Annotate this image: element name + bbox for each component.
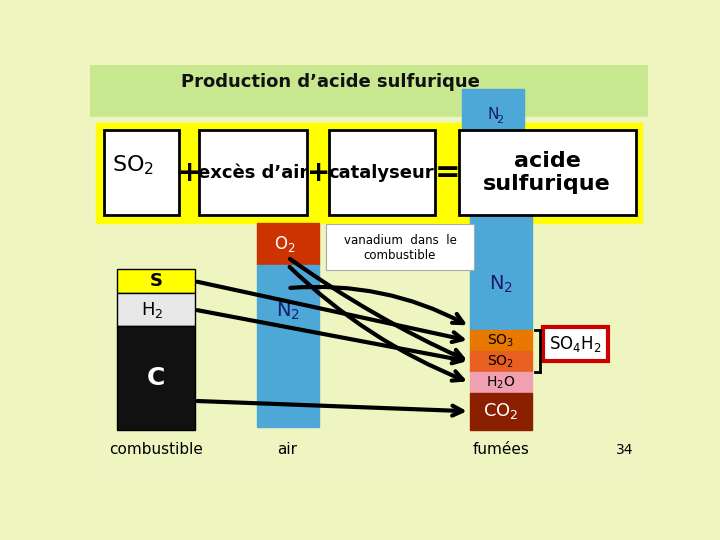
Text: C: C: [147, 366, 165, 390]
Bar: [104, 130, 179, 215]
Text: $\mathrm{N_2}$: $\mathrm{N_2}$: [489, 274, 513, 295]
Text: $\mathrm{H_2}$: $\mathrm{H_2}$: [141, 300, 163, 320]
Text: air: air: [278, 442, 297, 457]
Text: +: +: [307, 159, 330, 187]
Text: $\mathrm{O_2}$: $\mathrm{O_2}$: [274, 234, 295, 254]
Text: catalyseur: catalyseur: [328, 164, 434, 181]
Bar: [543, 327, 608, 361]
Text: Production d’acide sulfurique: Production d’acide sulfurique: [181, 73, 480, 91]
Text: sulfurique: sulfurique: [483, 174, 611, 194]
Bar: [469, 393, 532, 430]
Text: excès d’air: excès d’air: [197, 164, 308, 181]
Bar: [96, 123, 642, 222]
Text: N: N: [487, 107, 499, 123]
Bar: [90, 65, 648, 117]
Text: combustible: combustible: [364, 249, 436, 262]
Bar: [469, 330, 532, 351]
Bar: [117, 269, 194, 294]
Bar: [256, 222, 319, 265]
Text: $\mathrm{SO_2}$: $\mathrm{SO_2}$: [487, 354, 514, 370]
Text: 34: 34: [616, 443, 634, 457]
Text: acide: acide: [514, 151, 581, 171]
Text: combustible: combustible: [109, 442, 203, 457]
Text: $\mathrm{SO_3}$: $\mathrm{SO_3}$: [487, 333, 514, 349]
Text: S: S: [149, 272, 163, 290]
Bar: [199, 130, 307, 215]
Text: =: =: [435, 158, 461, 187]
Bar: [256, 265, 319, 427]
Bar: [90, 117, 648, 481]
Bar: [469, 372, 532, 393]
Text: $\mathrm{H_2O}$: $\mathrm{H_2O}$: [486, 374, 516, 390]
Text: $\mathrm{CO_2}$: $\mathrm{CO_2}$: [483, 401, 518, 421]
Bar: [117, 294, 194, 326]
Bar: [326, 224, 474, 271]
Bar: [117, 326, 194, 430]
Bar: [459, 130, 636, 215]
Text: 2: 2: [496, 115, 503, 125]
Bar: [329, 130, 435, 215]
Bar: [469, 351, 532, 372]
Text: +: +: [178, 159, 201, 187]
Text: $\mathrm{SO_2}$: $\mathrm{SO_2}$: [112, 153, 153, 177]
Bar: [469, 134, 532, 330]
Text: $\mathrm{N_2}$: $\mathrm{N_2}$: [276, 301, 300, 322]
Text: fumées: fumées: [472, 442, 529, 457]
Text: vanadium  dans  le: vanadium dans le: [343, 234, 456, 247]
Text: $\mathrm{SO_4H_2}$: $\mathrm{SO_4H_2}$: [549, 334, 602, 354]
Bar: [462, 90, 524, 136]
